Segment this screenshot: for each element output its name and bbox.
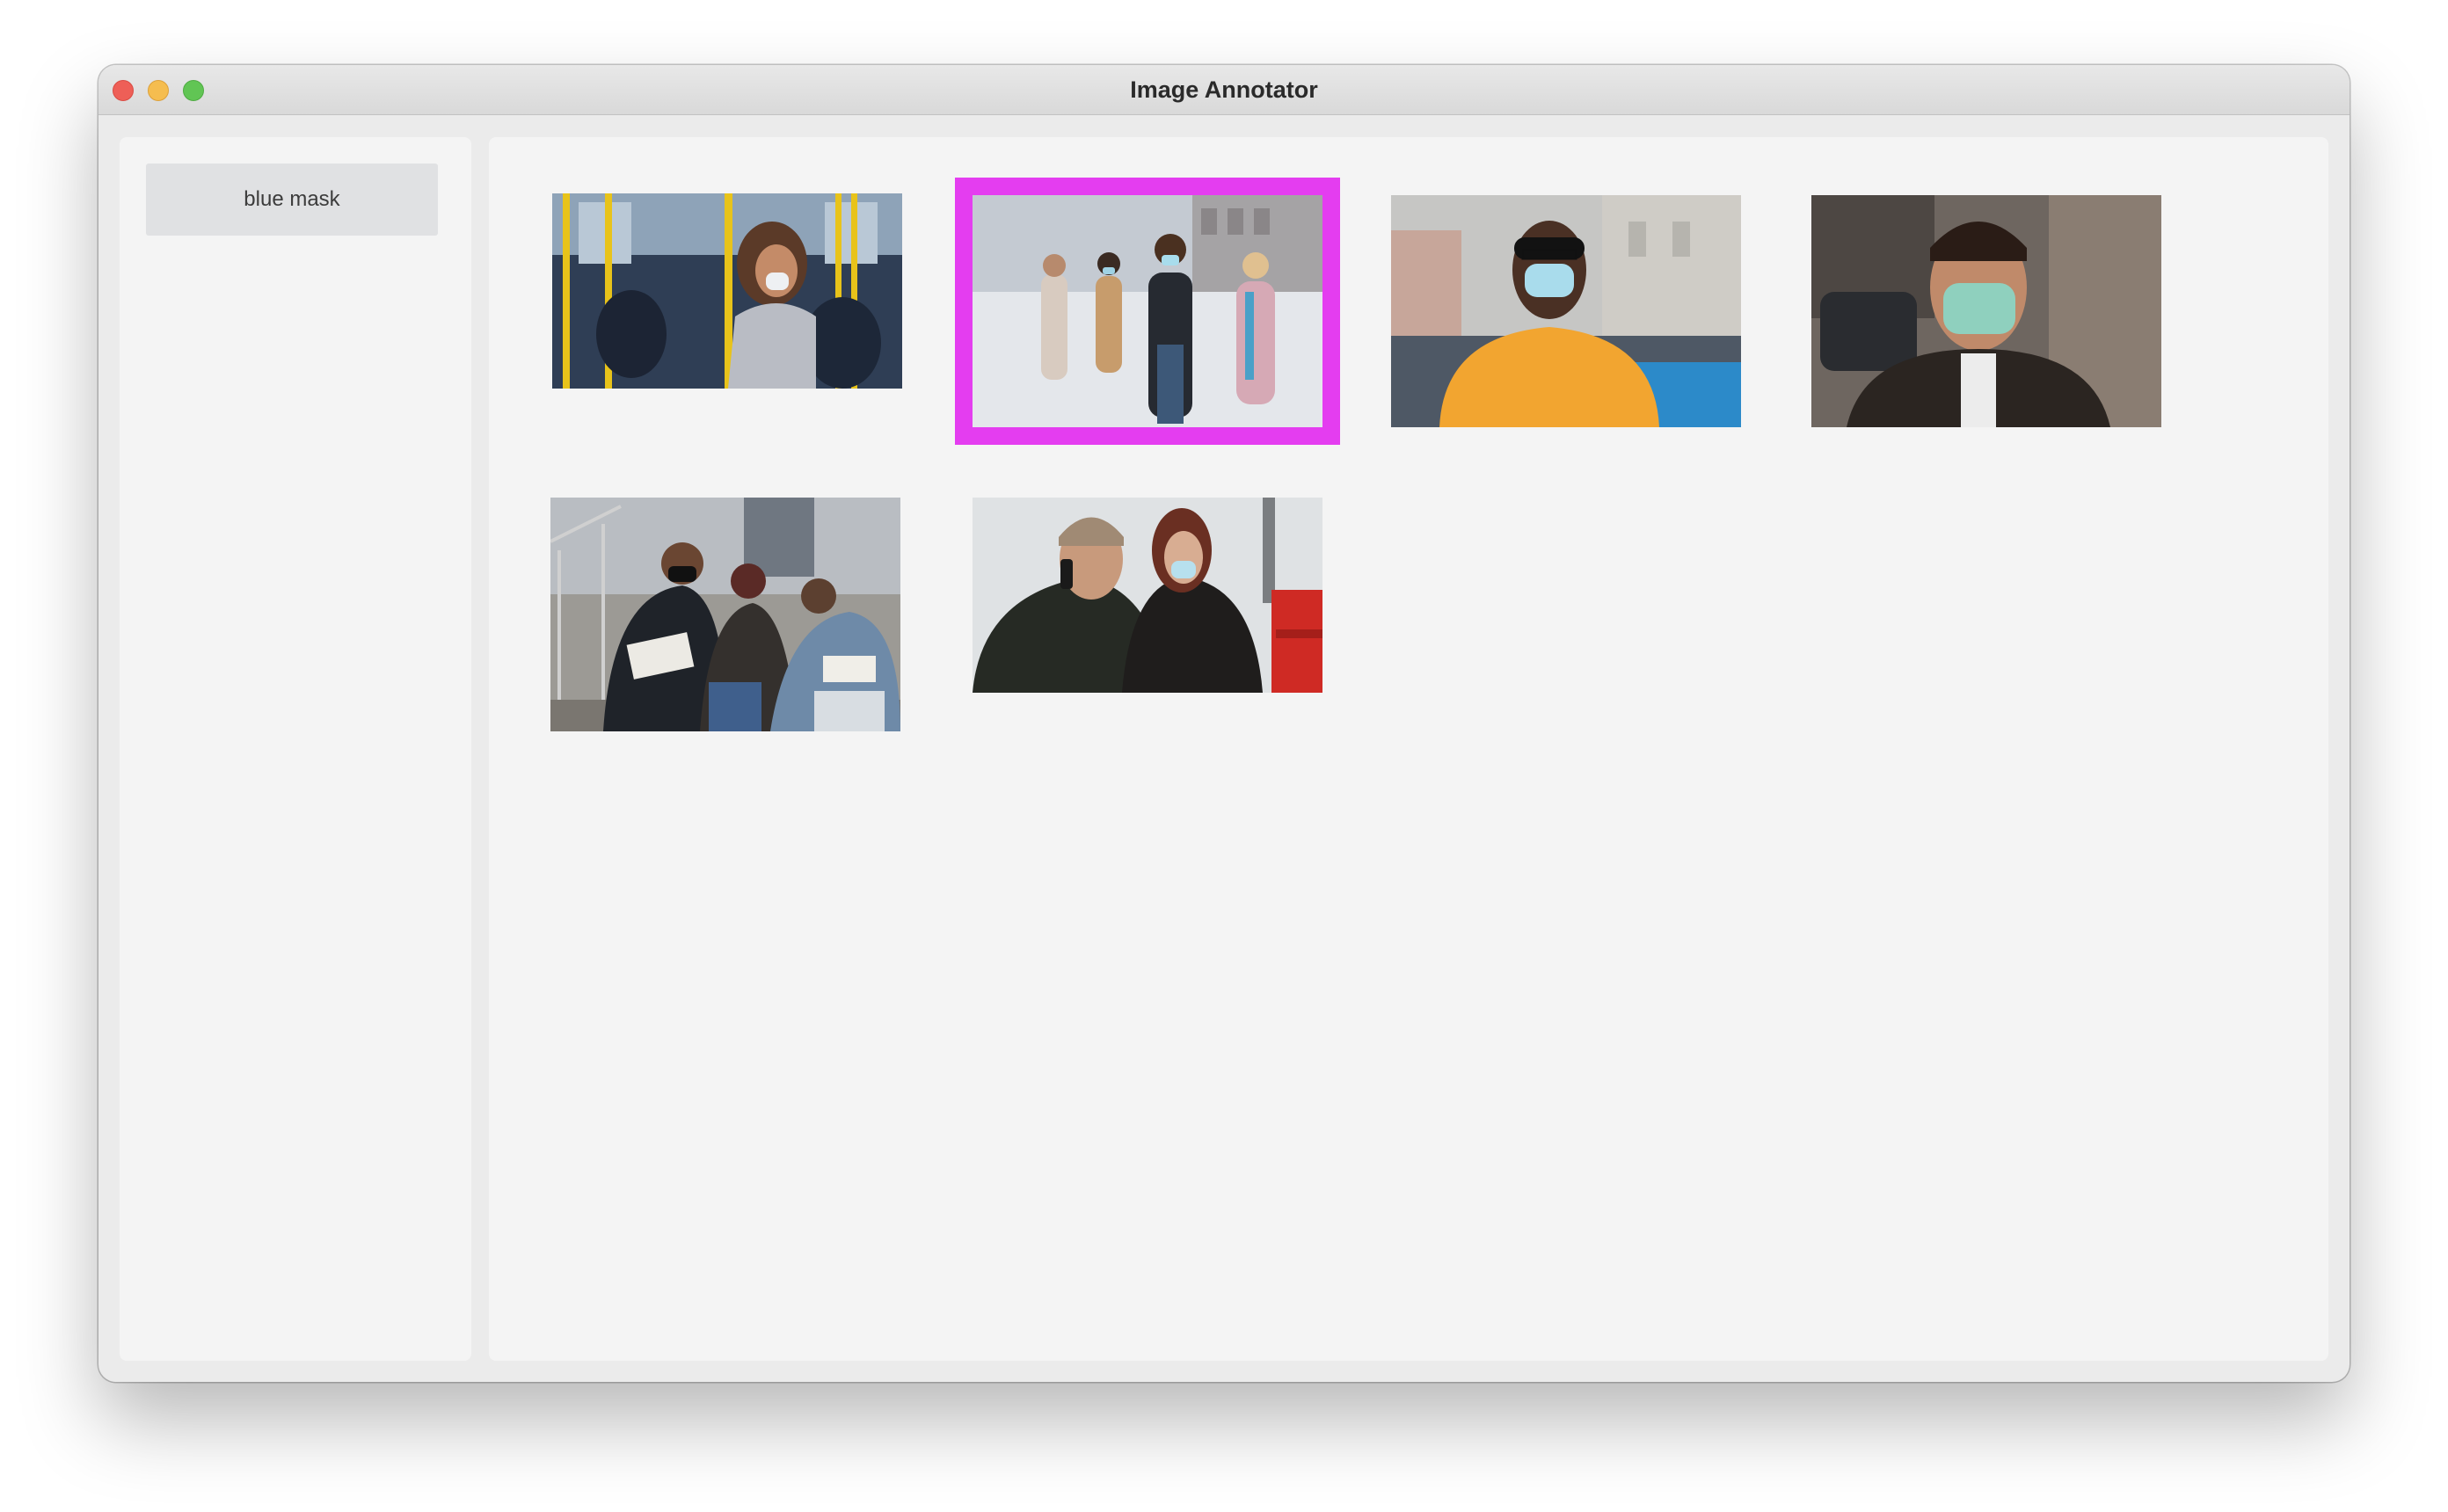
photo-man-leather-jacket-mask-icon bbox=[1811, 195, 2161, 427]
title-bar: Image Annotator bbox=[98, 65, 2350, 115]
minimize-window-button[interactable] bbox=[148, 80, 169, 101]
image-gallery bbox=[489, 137, 2328, 1361]
label-sidebar: blue mask bbox=[120, 137, 471, 1361]
image-thumbnail[interactable] bbox=[1391, 195, 1741, 427]
photo-group-sitting-stairs-masks-icon bbox=[550, 498, 900, 731]
app-window: Image Annotator blue mask bbox=[98, 65, 2350, 1382]
zoom-window-button[interactable] bbox=[183, 80, 204, 101]
window-title: Image Annotator bbox=[1130, 76, 1318, 103]
image-thumbnail[interactable] bbox=[552, 193, 902, 389]
photo-couple-on-phone-masks-icon bbox=[973, 498, 1322, 693]
image-thumbnail[interactable] bbox=[973, 498, 1322, 693]
image-thumbnail[interactable] bbox=[955, 178, 1340, 445]
close-window-button[interactable] bbox=[113, 80, 134, 101]
photo-man-yellow-shirt-mask-icon bbox=[1391, 195, 1741, 427]
image-thumbnail[interactable] bbox=[550, 498, 900, 731]
photo-subway-woman-mask-icon bbox=[552, 193, 902, 389]
photo-group-walking-street-masks-icon bbox=[973, 195, 1322, 427]
image-thumbnail[interactable] bbox=[1811, 195, 2161, 427]
label-button-blue-mask[interactable]: blue mask bbox=[146, 164, 438, 236]
